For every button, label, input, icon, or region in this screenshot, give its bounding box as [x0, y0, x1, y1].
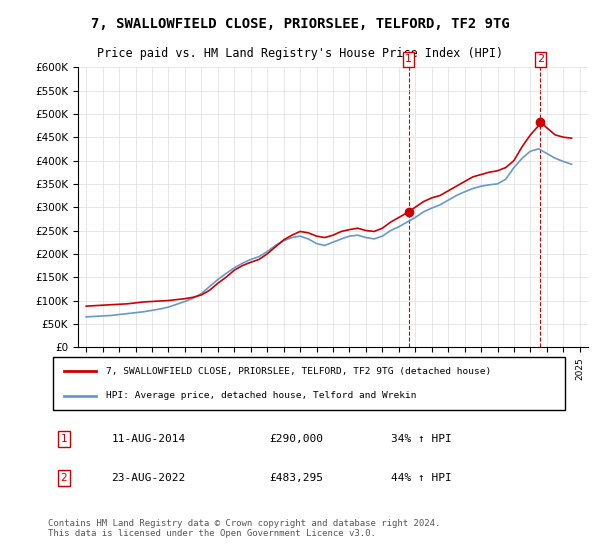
Text: Price paid vs. HM Land Registry's House Price Index (HPI): Price paid vs. HM Land Registry's House …: [97, 47, 503, 60]
Text: HPI: Average price, detached house, Telford and Wrekin: HPI: Average price, detached house, Telf…: [106, 391, 416, 400]
Text: 11-AUG-2014: 11-AUG-2014: [112, 434, 185, 444]
Text: 23-AUG-2022: 23-AUG-2022: [112, 473, 185, 483]
Text: 1: 1: [405, 54, 412, 64]
Text: 44% ↑ HPI: 44% ↑ HPI: [391, 473, 452, 483]
Text: £290,000: £290,000: [270, 434, 324, 444]
Text: 34% ↑ HPI: 34% ↑ HPI: [391, 434, 452, 444]
Text: 2: 2: [537, 54, 544, 64]
Text: £483,295: £483,295: [270, 473, 324, 483]
Text: 2: 2: [61, 473, 67, 483]
Text: Contains HM Land Registry data © Crown copyright and database right 2024.
This d: Contains HM Land Registry data © Crown c…: [48, 519, 440, 538]
Text: 7, SWALLOWFIELD CLOSE, PRIORSLEE, TELFORD, TF2 9TG: 7, SWALLOWFIELD CLOSE, PRIORSLEE, TELFOR…: [91, 17, 509, 31]
Text: 7, SWALLOWFIELD CLOSE, PRIORSLEE, TELFORD, TF2 9TG (detached house): 7, SWALLOWFIELD CLOSE, PRIORSLEE, TELFOR…: [106, 367, 491, 376]
FancyBboxPatch shape: [53, 357, 565, 410]
Text: 1: 1: [61, 434, 67, 444]
